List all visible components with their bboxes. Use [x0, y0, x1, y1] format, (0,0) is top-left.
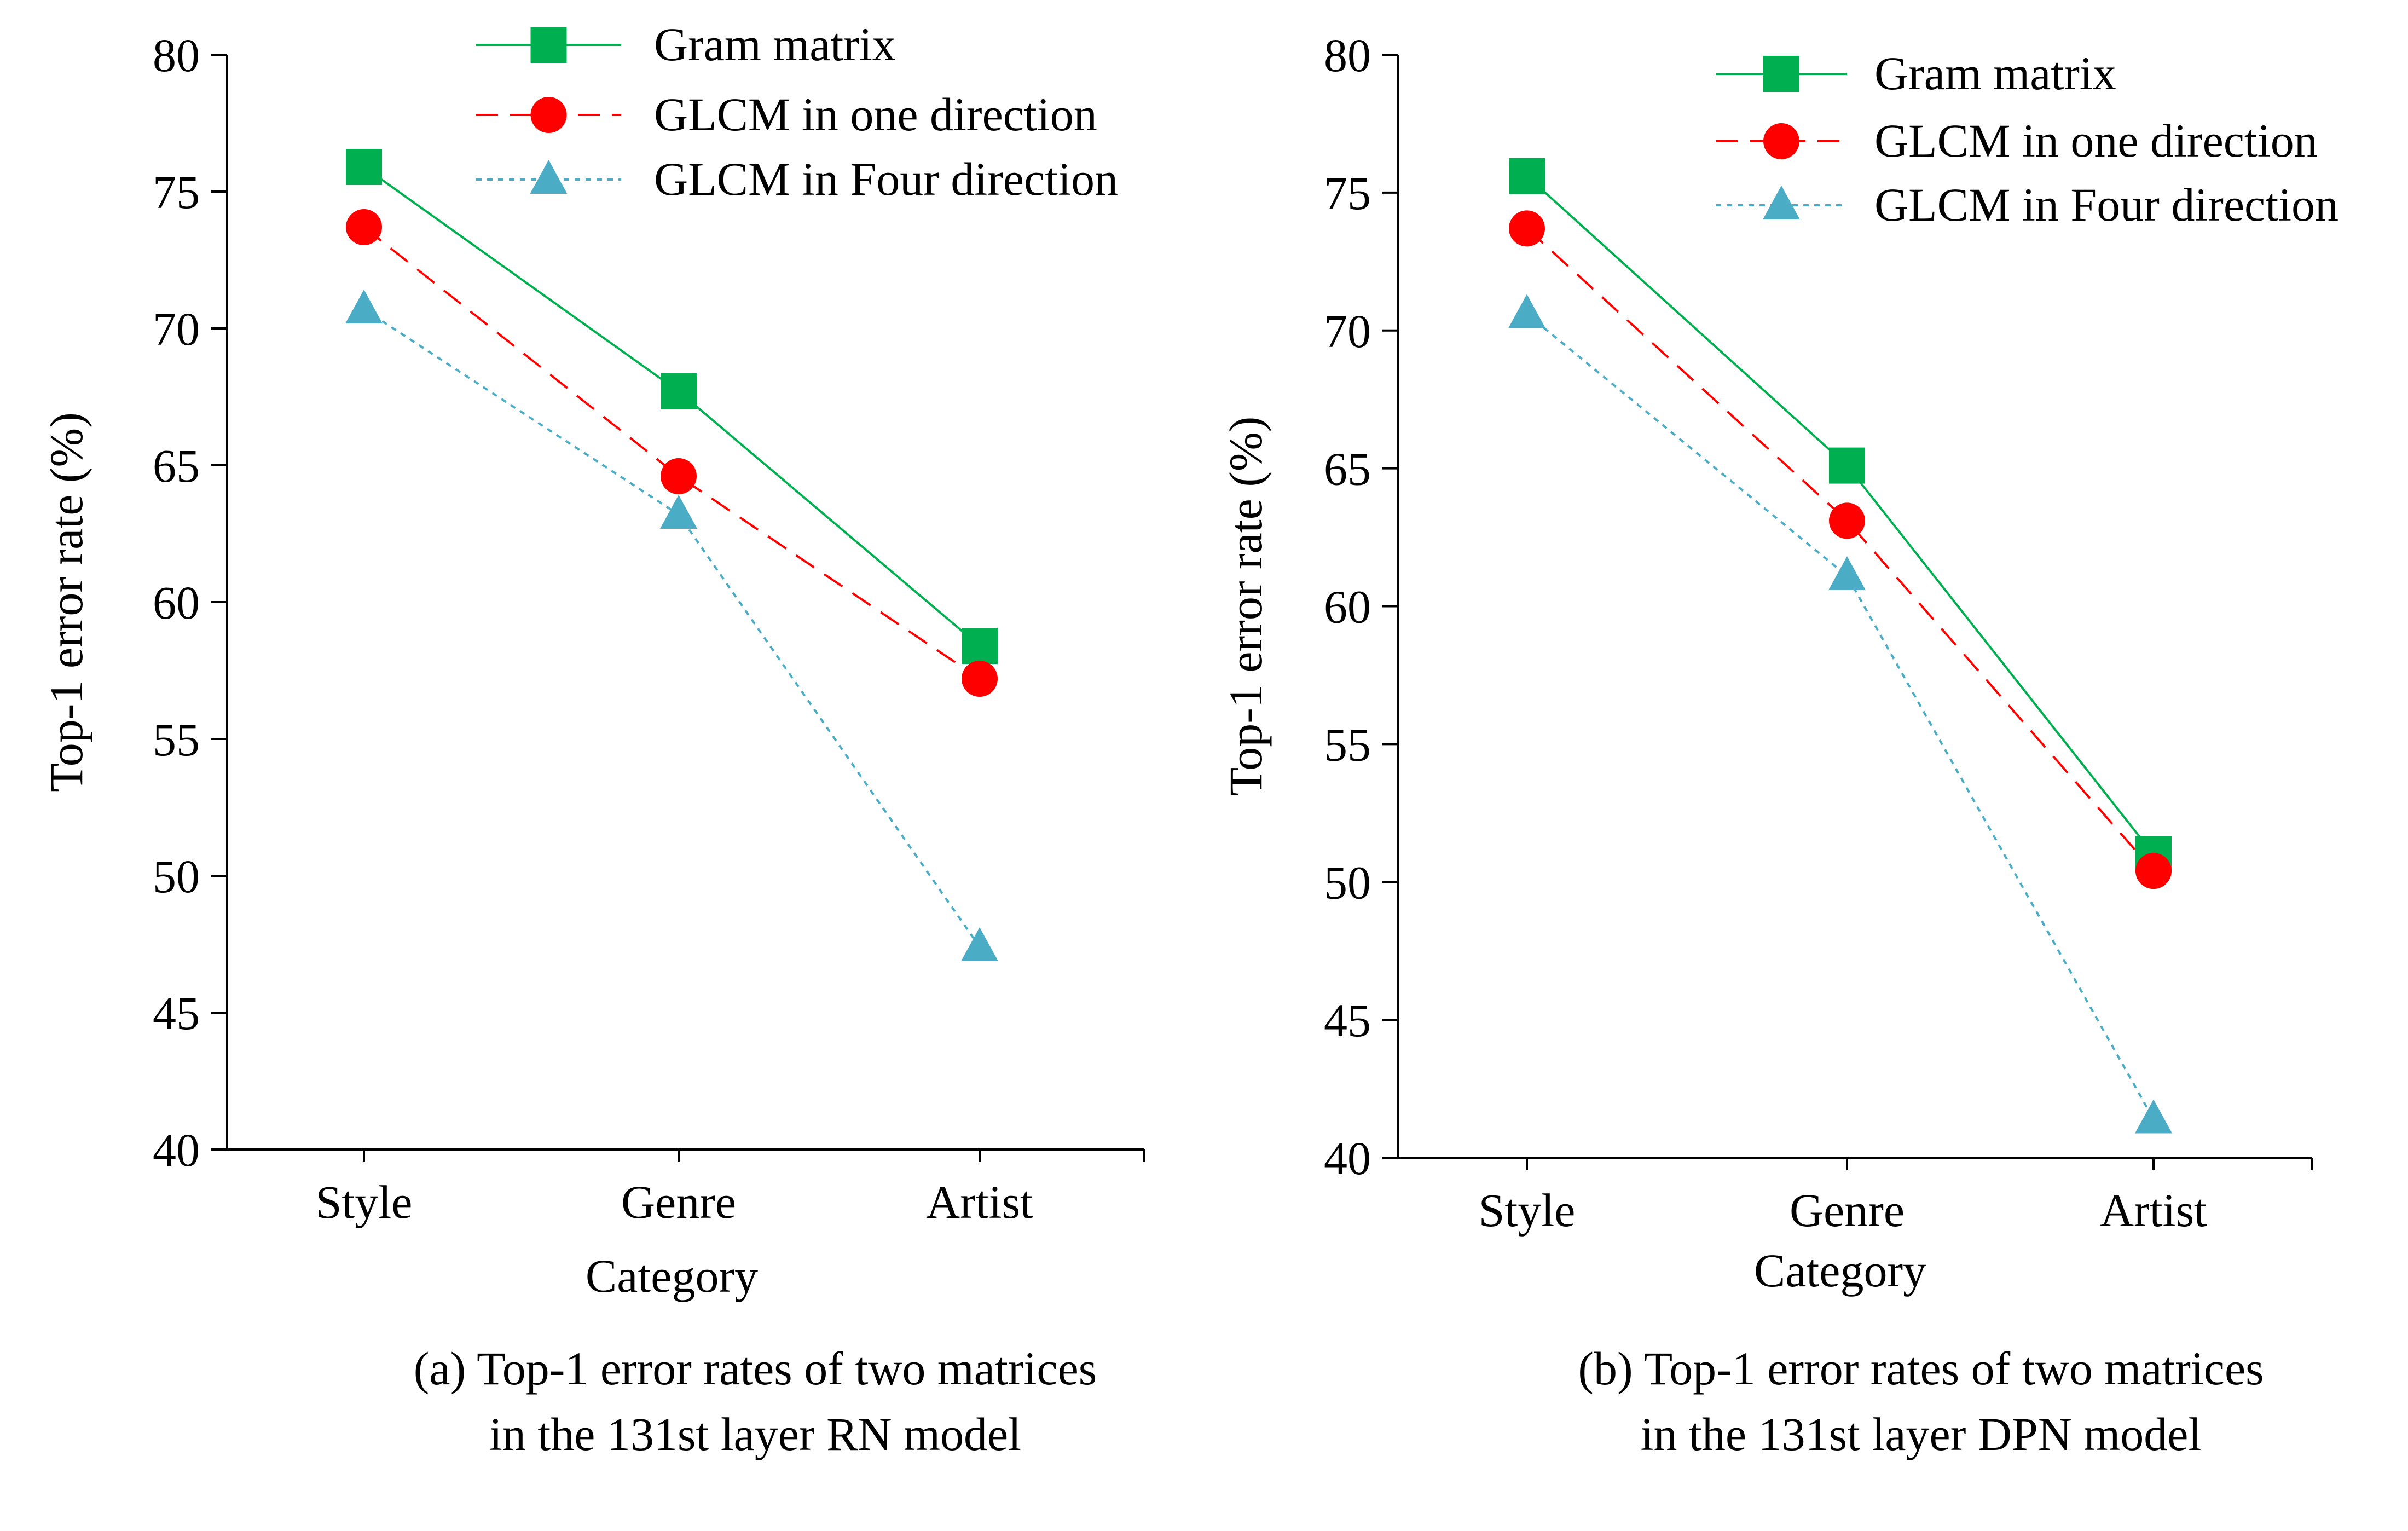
- point-a-four-direction-style: [345, 290, 383, 323]
- point-b-four-direction-artist: [2135, 1099, 2172, 1134]
- y-tick-label-a-70: 70: [153, 303, 200, 355]
- point-a-gram-genre: [661, 373, 697, 409]
- y-tick-label-a-40: 40: [153, 1124, 200, 1176]
- y-tick-label-b-55: 55: [1324, 718, 1371, 771]
- x-tick-label-a-genre: Genre: [621, 1176, 736, 1228]
- y-tick-label-b-70: 70: [1324, 305, 1371, 357]
- series-b-four-direction: [1508, 294, 2172, 1134]
- series-a-one-direction: [346, 209, 998, 697]
- y-axis-title-b: Top-1 error rate (%): [1219, 417, 1272, 796]
- series-b-one-direction: [1509, 210, 2172, 889]
- x-axis-title-a: Category: [586, 1250, 758, 1302]
- legend-marker-b-gram: [1763, 56, 1799, 92]
- point-a-four-direction-artist: [961, 927, 998, 961]
- point-a-gram-style: [346, 149, 382, 185]
- y-tick-label-b-60: 60: [1324, 581, 1371, 633]
- chart-a: 40 45 50 55 60 65 70 75 80 Style Genre Artist Catego…: [40, 18, 1145, 1302]
- point-b-gram-genre: [1829, 447, 1865, 484]
- x-axis-title-b: Category: [1754, 1244, 1926, 1297]
- y-tick-label-b-40: 40: [1324, 1132, 1371, 1185]
- point-a-four-direction-genre: [660, 495, 697, 529]
- y-tick-label-b-50: 50: [1324, 856, 1371, 909]
- point-b-one-direction-genre: [1829, 502, 1865, 539]
- y-tick-label-a-65: 65: [153, 440, 200, 492]
- point-b-four-direction-genre: [1828, 556, 1866, 591]
- legend-marker-b-one-direction: [1763, 123, 1799, 159]
- y-tick-label-a-45: 45: [153, 987, 200, 1039]
- legend-label-a-one-direction: GLCM in one direction: [654, 88, 1097, 141]
- x-tick-label-b-style: Style: [1479, 1184, 1576, 1237]
- caption-a-line-1: (a) Top-1 error rates of two matrices: [413, 1342, 1097, 1395]
- legend-label-b-gram: Gram matrix: [1874, 47, 2116, 100]
- point-a-one-direction-genre: [661, 458, 697, 494]
- legend-marker-a-one-direction: [530, 97, 567, 133]
- x-tick-label-b-genre: Genre: [1790, 1184, 1905, 1237]
- legend-a: Gram matrix GLCM in one direction GLCM in …: [476, 18, 1118, 205]
- y-tick-label-a-60: 60: [153, 576, 200, 629]
- y-tick-label-b-45: 45: [1324, 994, 1371, 1047]
- y-axis-title-a: Top-1 error rate (%): [40, 412, 92, 792]
- caption-a-line-2: in the 131st layer RN model: [489, 1408, 1022, 1460]
- point-a-one-direction-artist: [962, 661, 998, 697]
- y-tick-label-b-75: 75: [1324, 167, 1371, 219]
- y-tick-label-a-80: 80: [153, 29, 200, 82]
- x-tick-label-a-artist: Artist: [926, 1176, 1033, 1228]
- caption-a: (a) Top-1 error rates of two matrices in…: [263, 1336, 1248, 1467]
- point-b-gram-style: [1509, 158, 1545, 194]
- series-line-a-one-direction: [363, 226, 981, 680]
- legend-label-b-one-direction: GLCM in one direction: [1874, 114, 2318, 167]
- legend-label-a-four-direction: GLCM in Four direction: [654, 153, 1118, 205]
- legend-marker-a-four-direction: [530, 160, 568, 194]
- y-tick-label-b-80: 80: [1324, 29, 1371, 82]
- legend-label-a-gram: Gram matrix: [654, 18, 896, 71]
- caption-b-line-2: in the 131st layer DPN model: [1640, 1408, 2202, 1460]
- point-b-one-direction-artist: [2135, 853, 2172, 889]
- point-b-four-direction-style: [1508, 294, 1545, 328]
- chart-b: 40 45 50 55 60 65 70 75 80 Style Genre Artist Catego…: [1219, 29, 2338, 1297]
- x-tick-label-a-style: Style: [316, 1176, 413, 1228]
- series-a-four-direction: [345, 290, 998, 961]
- x-tick-label-b-artist: Artist: [2100, 1184, 2207, 1237]
- y-tick-label-a-55: 55: [153, 713, 200, 766]
- legend-b: Gram matrix GLCM in one direction GLCM in …: [1716, 47, 2338, 231]
- y-tick-label-a-50: 50: [153, 850, 200, 903]
- point-a-one-direction-style: [346, 209, 382, 245]
- y-tick-label-b-65: 65: [1324, 443, 1371, 495]
- point-b-one-direction-style: [1509, 210, 1545, 247]
- point-a-gram-artist: [962, 628, 998, 664]
- caption-b: (b) Top-1 error rates of two matrices in…: [1428, 1336, 2408, 1467]
- series-line-b-four-direction: [1526, 313, 2155, 1120]
- legend-marker-b-four-direction: [1763, 186, 1800, 219]
- caption-b-line-1: (b) Top-1 error rates of two matrices: [1578, 1342, 2264, 1395]
- legend-label-b-four-direction: GLCM in Four direction: [1874, 178, 2338, 231]
- series-a-gram: [346, 149, 998, 664]
- y-tick-label-a-75: 75: [153, 166, 200, 218]
- legend-marker-a-gram: [530, 27, 567, 63]
- series-line-b-one-direction: [1526, 227, 2155, 872]
